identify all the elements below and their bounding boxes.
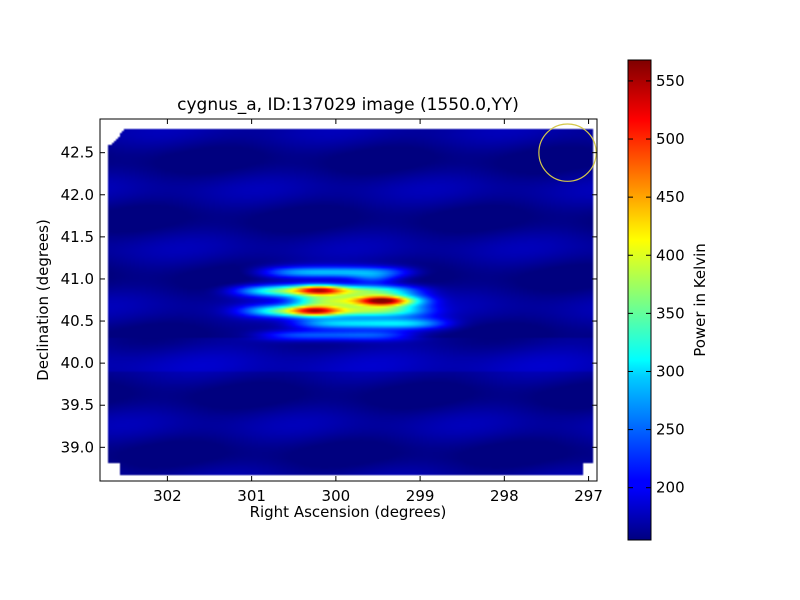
y-tick-label: 40.0 bbox=[61, 354, 94, 372]
colorbar bbox=[627, 59, 652, 541]
colorbar-tick-label: 500 bbox=[656, 130, 685, 148]
chart-title: cygnus_a, ID:137029 image (1550.0,YY) bbox=[177, 95, 519, 115]
y-tick-label: 39.0 bbox=[61, 438, 94, 456]
y-tick-label: 42.5 bbox=[61, 144, 94, 162]
colorbar-label: Power in Kelvin bbox=[691, 243, 709, 357]
colorbar-tick-label: 350 bbox=[656, 304, 685, 322]
colorbar-tick-label: 450 bbox=[656, 188, 685, 206]
x-axis-ticks: 302 301 300 299 298 297 bbox=[153, 119, 603, 505]
y-axis-label: Declination (degrees) bbox=[34, 219, 52, 381]
colorbar-tick-label: 200 bbox=[656, 479, 685, 497]
y-tick-label: 41.5 bbox=[61, 228, 94, 246]
colorbar-ticks: 200 250 300 350 400 450 500 550 bbox=[628, 72, 685, 497]
x-tick-label: 298 bbox=[490, 487, 519, 505]
x-tick-label: 300 bbox=[322, 487, 351, 505]
y-tick-label: 41.0 bbox=[61, 270, 94, 288]
x-tick-label: 299 bbox=[406, 487, 435, 505]
y-tick-label: 39.5 bbox=[61, 396, 94, 414]
y-tick-label: 40.5 bbox=[61, 312, 94, 330]
colorbar-tick-label: 550 bbox=[656, 72, 685, 90]
x-tick-label: 302 bbox=[153, 487, 182, 505]
heatmap-image bbox=[100, 119, 597, 481]
x-tick-label: 297 bbox=[574, 487, 603, 505]
colorbar-tick-label: 300 bbox=[656, 362, 685, 380]
heatmap bbox=[100, 119, 597, 481]
colorbar-tick-label: 400 bbox=[656, 246, 685, 264]
x-axis-label: Right Ascension (degrees) bbox=[250, 503, 447, 521]
x-tick-label: 301 bbox=[237, 487, 266, 505]
plot-frame bbox=[99, 118, 598, 482]
colorbar-tick-label: 250 bbox=[656, 421, 685, 439]
y-axis-ticks: 39.0 39.5 40.0 40.5 41.0 41.5 42.0 42.5 bbox=[61, 144, 597, 456]
y-tick-label: 42.0 bbox=[61, 186, 94, 204]
